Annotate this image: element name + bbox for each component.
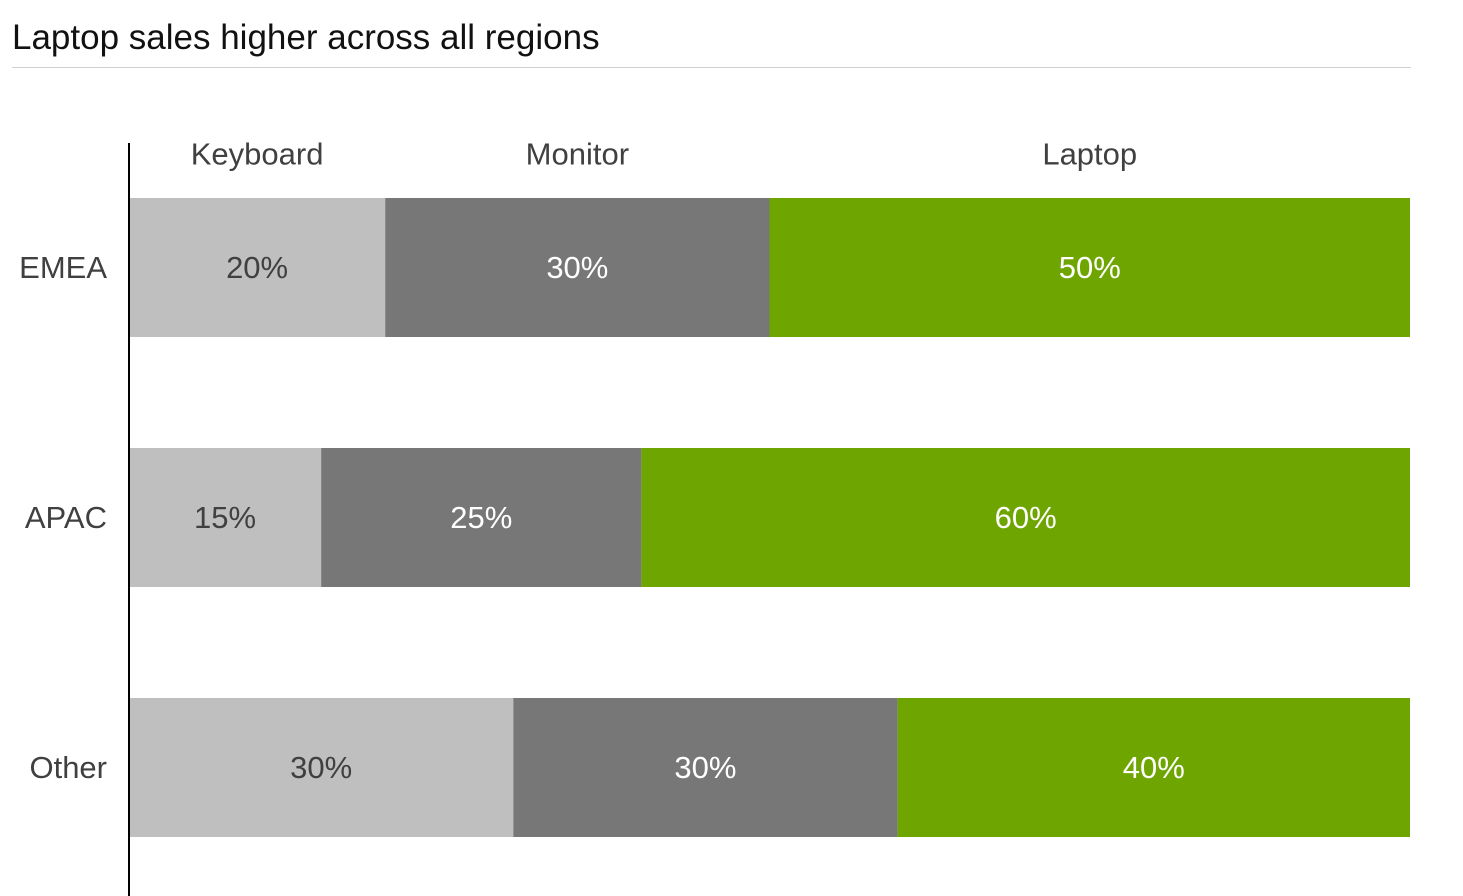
chart-title: Laptop sales higher across all regions	[12, 18, 600, 57]
data-label: 20%	[226, 250, 288, 285]
data-label: 40%	[1123, 750, 1185, 785]
data-label: 30%	[674, 750, 736, 785]
data-label: 30%	[290, 750, 352, 785]
bar-segment-laptop	[769, 198, 1410, 337]
bar-segment-keyboard	[129, 698, 514, 837]
labels-layer: EMEA 20% Keyboard 30% Monitor 50% Laptop APAC 15…	[19, 137, 1185, 786]
legend-label-monitor: Monitor	[526, 137, 629, 172]
bar-segment-laptop	[641, 448, 1410, 587]
bar-segment-monitor	[385, 198, 770, 337]
bar-segment-keyboard	[129, 198, 386, 337]
legend-label-laptop: Laptop	[1042, 137, 1137, 172]
bar-segment-monitor	[513, 698, 898, 837]
bar-segment-keyboard	[129, 448, 322, 587]
category-label: EMEA	[19, 250, 107, 285]
data-label: 25%	[450, 500, 512, 535]
title-divider	[12, 67, 1411, 68]
bar-segment-monitor	[321, 448, 642, 587]
data-label: 30%	[546, 250, 608, 285]
data-label: 60%	[995, 500, 1057, 535]
data-label: 50%	[1059, 250, 1121, 285]
bar-segment-laptop	[897, 698, 1410, 837]
category-label: Other	[29, 750, 107, 785]
legend-label-keyboard: Keyboard	[191, 137, 324, 172]
bars-layer	[129, 198, 1410, 837]
data-label: 15%	[194, 500, 256, 535]
category-label: APAC	[25, 500, 107, 535]
